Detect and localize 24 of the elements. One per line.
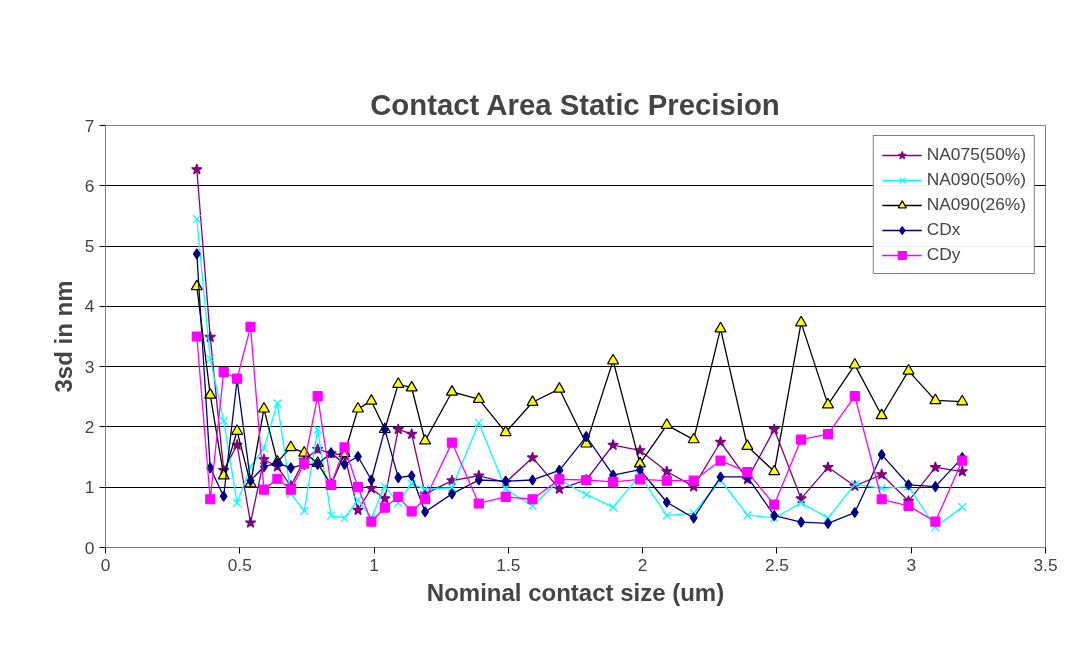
- x-tick-label: 3: [906, 554, 917, 575]
- x-tick-label: 1.5: [496, 554, 521, 575]
- y-tick-label: 1: [84, 477, 95, 498]
- y-axis-title: 3sd in nm: [49, 280, 77, 393]
- x-tick-label: 2.5: [764, 554, 789, 575]
- x-tick-label: 3.5: [1033, 554, 1058, 575]
- y-tick-label: 5: [84, 236, 95, 257]
- legend-label: CDx: [926, 219, 961, 240]
- y-tick-label: 2: [84, 416, 95, 437]
- chart-title: Contact Area Static Precision: [370, 87, 780, 121]
- legend-label: CDy: [926, 244, 961, 265]
- legend-label: NA090(26%): [926, 194, 1026, 215]
- x-tick-label: 0.5: [227, 554, 252, 575]
- legend-label: NA090(50%): [926, 169, 1026, 190]
- x-axis-title: Nominal contact size (um): [426, 578, 725, 606]
- y-tick-label: 4: [84, 296, 95, 317]
- x-tick-label: 2: [637, 554, 648, 575]
- x-tick-label: 0: [100, 554, 111, 575]
- y-tick-label: 3: [84, 356, 95, 377]
- legend-label: NA075(50%): [926, 144, 1026, 165]
- y-tick-label: 6: [84, 175, 95, 196]
- y-tick-label: 7: [84, 115, 95, 136]
- y-tick-label: 0: [84, 537, 95, 558]
- x-tick-label: 1: [369, 554, 379, 575]
